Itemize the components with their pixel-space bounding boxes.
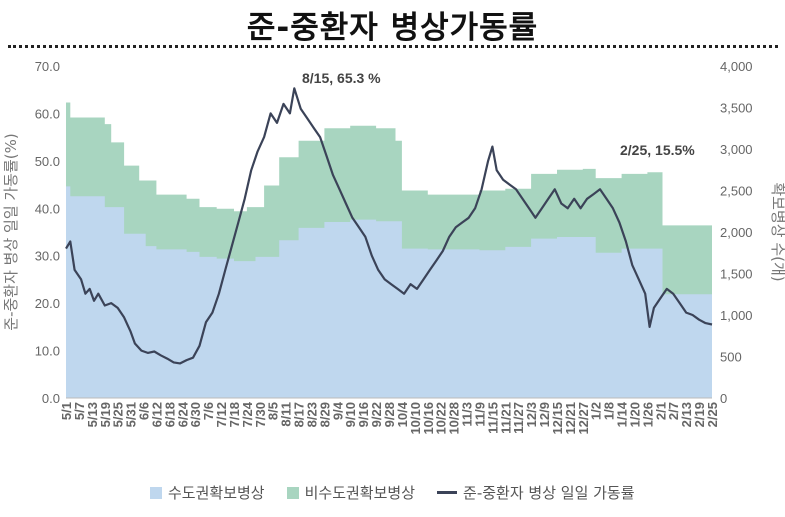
x-tick-label: 7/12 [214, 402, 229, 427]
x-tick-label: 2/25 [705, 402, 720, 427]
x-tick-label: 11/3 [460, 402, 475, 427]
x-tick-label: 2/1 [653, 402, 668, 420]
y-tick-label-left: 30.0 [35, 249, 60, 264]
annotation-peak: 8/15, 65.3 % [302, 70, 381, 86]
x-tick-label: 7/24 [240, 401, 255, 427]
y-tick-label-right: 500 [720, 350, 742, 365]
x-tick-label: 5/13 [85, 402, 100, 427]
y-tick-label-right: 2,500 [720, 184, 753, 199]
x-tick-label: 5/1 [59, 402, 74, 420]
legend-item-metro: 수도권확보병상 [150, 482, 265, 503]
x-tick-label: 6/18 [162, 402, 177, 427]
x-tick-label: 10/28 [447, 402, 462, 435]
legend-item-nonmetro: 비수도권확보병상 [286, 482, 416, 503]
x-tick-label: 8/5 [266, 402, 281, 420]
x-tick-label: 10/10 [408, 402, 423, 435]
y-tick-label-right: 3,000 [720, 142, 753, 157]
x-tick-label: 8/17 [292, 402, 307, 427]
y-axis-title-right: 확보병상 수(개) [769, 182, 785, 281]
y-tick-label-right: 1,500 [720, 267, 753, 282]
x-tick-label: 1/8 [602, 402, 617, 420]
x-tick-label: 10/22 [434, 402, 449, 435]
x-tick-label: 12/27 [576, 402, 591, 435]
x-tick-label: 9/22 [369, 402, 384, 427]
x-tick-label: 5/7 [72, 402, 87, 420]
x-tick-label: 12/3 [524, 402, 539, 427]
legend-swatch-nonmetro [286, 486, 299, 499]
x-tick-label: 6/30 [188, 402, 203, 427]
chart-title: 준-중환자 병상가동률 [246, 10, 539, 46]
y-tick-label-right: 2,000 [720, 225, 753, 240]
x-tick-label: 1/14 [615, 401, 630, 427]
x-tick-label: 1/20 [627, 402, 642, 427]
x-tick-label: 1/26 [640, 402, 655, 427]
y-tick-label-right: 1,000 [720, 308, 753, 323]
y-tick-label-left: 20.0 [35, 296, 60, 311]
x-tick-label: 12/15 [550, 402, 565, 435]
annotation-latest: 2/25, 15.5% [620, 142, 695, 158]
legend-swatch-metro [150, 486, 162, 499]
title-divider [8, 45, 778, 48]
x-tick-label: 10/4 [395, 401, 410, 427]
x-tick-label: 7/18 [227, 402, 242, 427]
y-tick-label-left: 10.0 [35, 344, 60, 359]
x-tick-label: 8/11 [279, 402, 294, 427]
x-tick-label: 11/27 [511, 402, 526, 434]
y-axis-title-left: 준-중환자 병상 일일 가동률(%) [2, 133, 20, 330]
x-tick-label: 9/28 [382, 402, 397, 427]
x-tick-label: 2/19 [692, 402, 707, 427]
legend-label-occupancy: 준-중환자 병상 일일 가동률 [463, 484, 635, 502]
y-tick-label-right: 4,000 [720, 59, 753, 74]
x-tick-label: 5/19 [98, 402, 113, 427]
x-tick-label: 7/6 [201, 402, 216, 420]
x-tick-label: 9/10 [343, 402, 358, 427]
x-tick-label: 6/6 [137, 402, 152, 420]
x-tick-label: 11/9 [472, 402, 487, 427]
x-tick-label: 9/16 [356, 402, 371, 427]
legend: 수도권확보병상 비수도권확보병상 준-중환자 병상 일일 가동률 [150, 482, 635, 503]
x-tick-label: 12/21 [563, 402, 578, 435]
area-metro-beds [66, 186, 712, 398]
x-tick-label: 2/7 [666, 402, 681, 420]
legend-item-occupancy: 준-중환자 병상 일일 가동률 [437, 482, 635, 503]
x-tick-label: 7/30 [253, 402, 268, 427]
y-tick-label-left: 70.0 [35, 59, 60, 74]
y-tick-label-left: 0.0 [42, 391, 60, 406]
x-tick-label: 5/31 [124, 402, 139, 427]
y-tick-label-right: 3,500 [720, 101, 753, 116]
legend-label-metro: 수도권확보병상 [168, 484, 265, 502]
x-tick-label: 12/9 [537, 402, 552, 427]
x-tick-label: 11/15 [485, 402, 500, 434]
legend-swatch-occupancy [437, 491, 458, 494]
x-tick-label: 10/16 [421, 402, 436, 435]
x-tick-label: 1/2 [589, 402, 604, 420]
x-tick-label: 11/21 [498, 402, 513, 434]
x-tick-label: 5/25 [111, 402, 126, 427]
line-occupancy-rate [65, 87, 713, 365]
x-tick-label: 2/13 [679, 402, 694, 427]
y-tick-label-left: 60.0 [35, 106, 60, 121]
legend-label-nonmetro: 비수도권확보병상 [304, 484, 416, 502]
x-tick-label: 6/12 [149, 402, 164, 427]
y-tick-label-left: 50.0 [35, 154, 60, 169]
x-tick-label: 8/29 [317, 402, 332, 427]
y-tick-label-left: 40.0 [35, 201, 60, 216]
y-tick-label-right: 0 [720, 391, 727, 406]
x-tick-label: 6/24 [175, 401, 190, 427]
x-tick-label: 8/23 [304, 402, 319, 427]
x-tick-label: 9/4 [330, 401, 345, 420]
